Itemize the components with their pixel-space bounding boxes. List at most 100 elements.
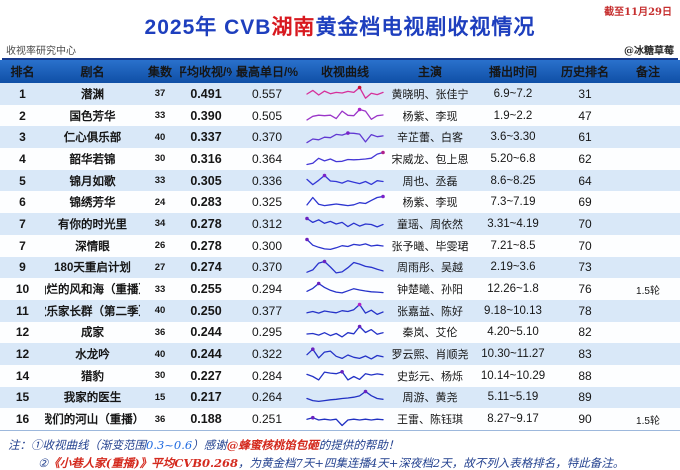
history-rank-cell: 69 bbox=[578, 195, 592, 210]
remark-cell bbox=[616, 148, 680, 170]
table-row: 10 灿烂的风和海（重播） 33 0.255 0.294 钟楚曦、孙阳 12.26~1.8 7… bbox=[0, 278, 680, 300]
air-period-cell: 7.21~8.5 bbox=[490, 239, 536, 252]
stars-cell: 周游、黄尧 bbox=[402, 392, 458, 405]
credit-handle: @蜂蜜核桃馅包砸 bbox=[226, 438, 319, 452]
date-note: 截至11月29日 bbox=[604, 7, 672, 18]
drama-title: 国色芳华 bbox=[69, 110, 116, 123]
gradient-range-value: 0.3~0.6 bbox=[146, 438, 193, 452]
remark-cell bbox=[616, 170, 680, 192]
history-rank-cell: 64 bbox=[578, 173, 592, 188]
episodes-cell: 33 bbox=[154, 175, 166, 187]
avg-rating-cell: 0.278 bbox=[190, 216, 222, 231]
stars-cell: 杨紫、李现 bbox=[402, 197, 458, 210]
drama-title: 锦绣芳华 bbox=[69, 197, 116, 210]
stars-cell: 罗云熙、肖顺尧 bbox=[391, 349, 469, 362]
column-header: 剧名 bbox=[80, 65, 105, 79]
max-daily-cell: 0.370 bbox=[251, 260, 283, 275]
table-row: 15 我家的医生 15 0.217 0.264 周游、黄尧 5.11~5.19 89 bbox=[0, 386, 680, 409]
history-rank-cell: 88 bbox=[578, 368, 592, 383]
episodes-cell: 36 bbox=[154, 413, 166, 425]
episodes-cell: 26 bbox=[154, 240, 166, 252]
air-period-cell: 12.26~1.8 bbox=[487, 283, 539, 296]
avg-rating-cell: 0.305 bbox=[190, 173, 222, 188]
air-period-cell: 8.27~9.17 bbox=[487, 413, 539, 426]
air-period-cell: 5.20~6.8 bbox=[490, 152, 536, 165]
air-period-cell: 3.31~4.19 bbox=[487, 217, 539, 230]
episodes-cell: 40 bbox=[154, 131, 166, 143]
episodes-cell: 40 bbox=[154, 305, 166, 317]
drama-title: 180天重启计划 bbox=[54, 262, 131, 275]
ratings-sparkline bbox=[302, 148, 388, 170]
stars-cell: 童瑶、周依然 bbox=[397, 218, 463, 231]
stars-cell: 杨紫、李现 bbox=[402, 110, 458, 123]
ratings-sparkline bbox=[302, 365, 388, 387]
ratings-sparkline bbox=[302, 126, 388, 148]
ratings-sparkline bbox=[302, 235, 388, 257]
ratings-sparkline bbox=[302, 278, 388, 300]
table-row: 2 国色芳华 33 0.390 0.505 杨紫、李现 1.9~2.2 47 bbox=[0, 104, 680, 127]
avg-rating-cell: 0.244 bbox=[190, 347, 222, 362]
avg-rating-cell: 0.255 bbox=[190, 282, 222, 297]
table-row: 1 潜渊 37 0.491 0.557 黄晓明、张佳宁 6.9~7.2 31 bbox=[0, 83, 680, 105]
max-daily-cell: 0.294 bbox=[251, 282, 283, 297]
table-row: 12 水龙吟 40 0.244 0.322 罗云熙、肖顺尧 10.30~11.27 83 bbox=[0, 343, 680, 365]
column-header: 排名 bbox=[10, 65, 35, 79]
ratings-sparkline bbox=[302, 387, 388, 409]
max-daily-cell: 0.322 bbox=[251, 347, 283, 362]
rank-cell: 4 bbox=[19, 151, 26, 166]
episodes-cell: 15 bbox=[154, 391, 166, 403]
table-row: 4 韶华若锦 30 0.316 0.364 宋威龙、包上恩 5.20~6.8 62 bbox=[0, 148, 680, 170]
author-handle: @冰糖草莓 bbox=[624, 46, 674, 57]
table-row: 14 猎豹 30 0.227 0.284 史彭元、杨烁 10.14~10.29 88 bbox=[0, 364, 680, 387]
history-rank-cell: 70 bbox=[578, 238, 592, 253]
max-daily-cell: 0.505 bbox=[251, 108, 283, 123]
episodes-cell: 33 bbox=[154, 283, 166, 295]
history-rank-cell: 61 bbox=[578, 130, 592, 145]
drama-title: 水龙吟 bbox=[75, 349, 110, 362]
rank-cell: 6 bbox=[19, 195, 26, 210]
max-daily-cell: 0.295 bbox=[251, 325, 283, 340]
remark-cell bbox=[616, 235, 680, 257]
air-period-cell: 5.11~5.19 bbox=[487, 391, 539, 404]
avg-rating-cell: 0.244 bbox=[190, 325, 222, 340]
avg-rating-cell: 0.278 bbox=[190, 238, 222, 253]
drama-title: 猎豹 bbox=[81, 370, 104, 383]
table-row: 6 锦绣芳华 24 0.283 0.325 杨紫、李现 7.3~7.19 69 bbox=[0, 191, 680, 214]
drama-title: 潜渊 bbox=[81, 88, 104, 101]
footnotes: 注：①收视曲线（渐变范围0.3~0.6）感谢@蜂蜜核桃馅包砸的提供的帮助！ ②《… bbox=[0, 431, 680, 470]
avg-rating-cell: 0.250 bbox=[190, 303, 222, 318]
column-header: 平均收视/% bbox=[180, 65, 232, 79]
avg-rating-cell: 0.491 bbox=[190, 86, 222, 101]
remark-cell bbox=[616, 387, 680, 409]
column-header: 历史排名 bbox=[560, 65, 609, 79]
history-rank-cell: 89 bbox=[578, 390, 592, 405]
stars-cell: 张予曦、毕雯珺 bbox=[391, 240, 469, 253]
rank-cell: 9 bbox=[19, 260, 26, 275]
footnote-2-num: ② bbox=[38, 456, 49, 470]
history-rank-cell: 70 bbox=[578, 216, 592, 231]
history-rank-cell: 31 bbox=[578, 86, 592, 101]
drama-title: 我家的医生 bbox=[63, 392, 122, 405]
max-daily-cell: 0.300 bbox=[251, 238, 283, 253]
episodes-cell: 36 bbox=[154, 326, 166, 338]
episodes-cell: 33 bbox=[154, 110, 166, 122]
rank-cell: 12 bbox=[15, 325, 30, 340]
history-rank-cell: 73 bbox=[578, 260, 592, 275]
column-header: 备注 bbox=[635, 65, 660, 79]
stars-cell: 钟楚曦、孙阳 bbox=[397, 284, 463, 297]
remark-cell bbox=[616, 300, 680, 322]
title-part1: 2025年 CVB bbox=[144, 16, 272, 39]
air-period-cell: 4.20~5.10 bbox=[487, 326, 539, 339]
episodes-cell: 30 bbox=[154, 370, 166, 382]
remark-cell bbox=[616, 365, 680, 387]
max-daily-cell: 0.264 bbox=[251, 390, 283, 405]
drama-title: 韶华若锦 bbox=[69, 153, 116, 166]
episodes-cell: 27 bbox=[154, 261, 166, 273]
ratings-sparkline bbox=[302, 322, 388, 344]
max-daily-cell: 0.364 bbox=[251, 151, 283, 166]
stars-cell: 张嘉益、陈好 bbox=[397, 305, 463, 318]
avg-rating-cell: 0.316 bbox=[190, 151, 222, 166]
air-period-cell: 10.14~10.29 bbox=[480, 369, 546, 382]
max-daily-cell: 0.325 bbox=[251, 195, 283, 210]
